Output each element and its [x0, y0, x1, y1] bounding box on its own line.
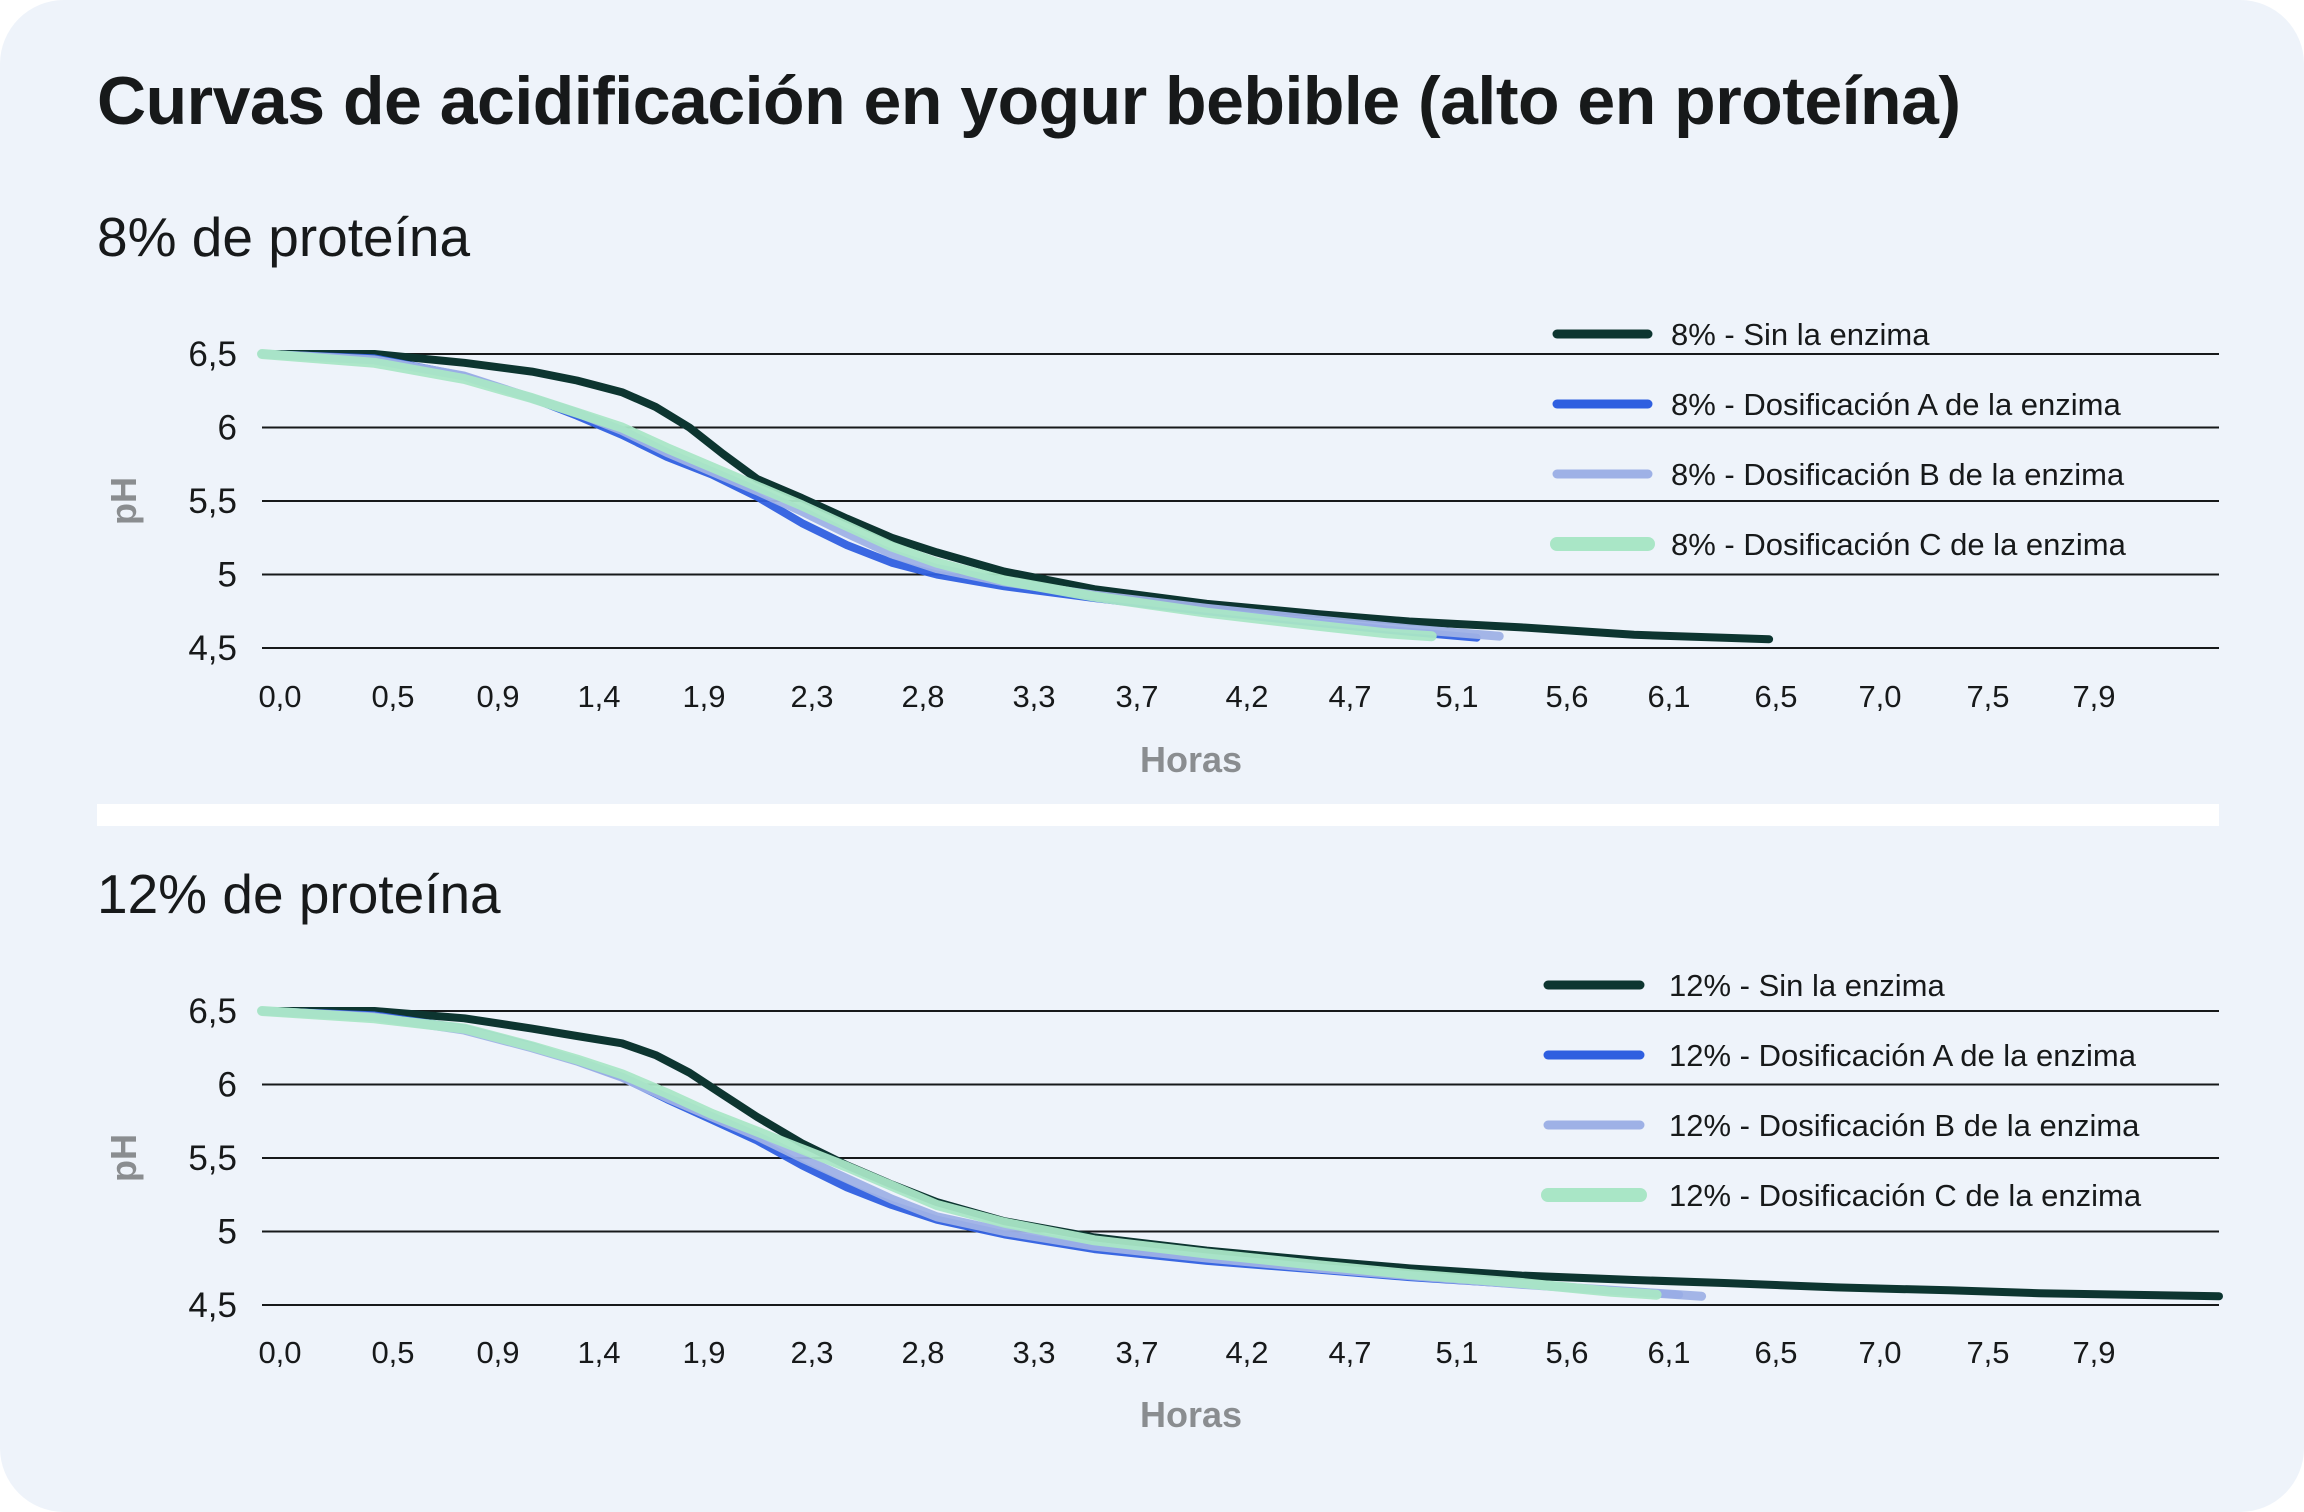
- x-tick-label: 2,8: [901, 1335, 944, 1370]
- legend-label: 12% - Dosificación B de la enzima: [1669, 1108, 2140, 1143]
- x-tick-label: 3,3: [1012, 1335, 1055, 1370]
- x-tick-label: 0,0: [258, 1335, 301, 1370]
- x-tick-label: 0,5: [371, 679, 414, 714]
- chart-title-8-percent: 8% de proteína: [97, 206, 471, 268]
- x-tick-label: 1,9: [682, 1335, 725, 1370]
- chart-title-12-percent: 12% de proteína: [97, 863, 501, 925]
- x-tick-label: 0,0: [258, 679, 301, 714]
- x-tick-label: 4,7: [1328, 1335, 1371, 1370]
- x-tick-label: 6,5: [1754, 1335, 1797, 1370]
- x-tick-label: 5,1: [1435, 679, 1478, 714]
- x-tick-label: 3,7: [1115, 1335, 1158, 1370]
- x-tick-label: 0,5: [371, 1335, 414, 1370]
- x-tick-label: 4,2: [1225, 679, 1268, 714]
- x-tick-label: 5,6: [1545, 679, 1588, 714]
- x-axis-title: Horas: [1140, 739, 1242, 780]
- y-tick-label: 5: [218, 556, 237, 595]
- y-axis-title: pH: [103, 477, 144, 525]
- section-divider: [97, 804, 2219, 826]
- y-tick-label: 6: [218, 409, 237, 448]
- series-line: [258, 350, 1774, 644]
- series-line: [258, 1007, 1684, 1299]
- chart-8-percent: 6,5 6 5,5 5 4,5 0,0 0,5 0,9 1,4 1,9 2,3 2,8 3,3 3,7 4,…: [103, 317, 2219, 780]
- legend-label: 12% - Dosificación C de la enzima: [1669, 1178, 2142, 1213]
- x-tick-label: 6,5: [1754, 679, 1797, 714]
- y-tick-label: 4,5: [188, 629, 237, 668]
- y-tick-label: 4,5: [188, 1286, 237, 1325]
- legend-label: 12% - Dosificación A de la enzima: [1669, 1038, 2137, 1073]
- x-tick-label: 7,9: [2072, 1335, 2115, 1370]
- legend-label: 12% - Sin la enzima: [1669, 968, 1945, 1003]
- legend-label: 8% - Sin la enzima: [1671, 317, 1930, 352]
- series-line: [257, 1006, 1707, 1301]
- legend-label: 8% - Dosificación A de la enzima: [1671, 387, 2121, 422]
- x-axis-title: Horas: [1140, 1394, 1242, 1435]
- x-tick-label: 2,3: [790, 679, 833, 714]
- series-line: [257, 349, 1437, 642]
- x-tick-label: 3,7: [1115, 679, 1158, 714]
- y-tick-label: 5: [218, 1213, 237, 1252]
- y-tick-label: 6,5: [188, 992, 237, 1031]
- y-tick-label: 5,5: [188, 1139, 237, 1178]
- x-tick-label: 7,9: [2072, 679, 2115, 714]
- x-tick-label: 1,4: [577, 1335, 620, 1370]
- x-tick-label: 7,0: [1858, 679, 1901, 714]
- x-tick-label: 7,5: [1966, 679, 2009, 714]
- x-tick-label: 0,9: [476, 679, 519, 714]
- y-tick-label: 5,5: [188, 482, 237, 521]
- y-axis-title: pH: [103, 1134, 144, 1182]
- x-tick-label: 7,0: [1858, 1335, 1901, 1370]
- y-tick-label: 6,5: [188, 335, 237, 374]
- page-title: Curvas de acidificación en yogur bebible…: [97, 63, 1961, 139]
- x-tick-label: 0,9: [476, 1335, 519, 1370]
- x-tick-label: 7,5: [1966, 1335, 2009, 1370]
- x-tick-label: 4,7: [1328, 679, 1371, 714]
- x-tick-label: 1,9: [682, 679, 725, 714]
- x-tick-label: 5,1: [1435, 1335, 1478, 1370]
- legend-label: 8% - Dosificación C de la enzima: [1671, 527, 2127, 562]
- x-tick-label: 1,4: [577, 679, 620, 714]
- series-line: [257, 1006, 1662, 1300]
- x-tick-label: 6,1: [1647, 679, 1690, 714]
- x-tick-label: 2,8: [901, 679, 944, 714]
- x-tick-label: 3,3: [1012, 679, 1055, 714]
- y-tick-label: 6: [218, 1066, 237, 1105]
- x-tick-label: 6,1: [1647, 1335, 1690, 1370]
- legend-label: 8% - Dosificación B de la enzima: [1671, 457, 2125, 492]
- x-tick-label: 4,2: [1225, 1335, 1268, 1370]
- x-tick-label: 5,6: [1545, 1335, 1588, 1370]
- x-tick-label: 2,3: [790, 1335, 833, 1370]
